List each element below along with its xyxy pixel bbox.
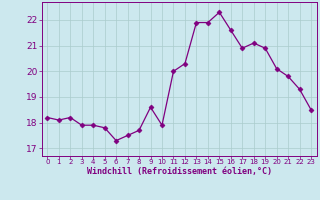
X-axis label: Windchill (Refroidissement éolien,°C): Windchill (Refroidissement éolien,°C) <box>87 167 272 176</box>
